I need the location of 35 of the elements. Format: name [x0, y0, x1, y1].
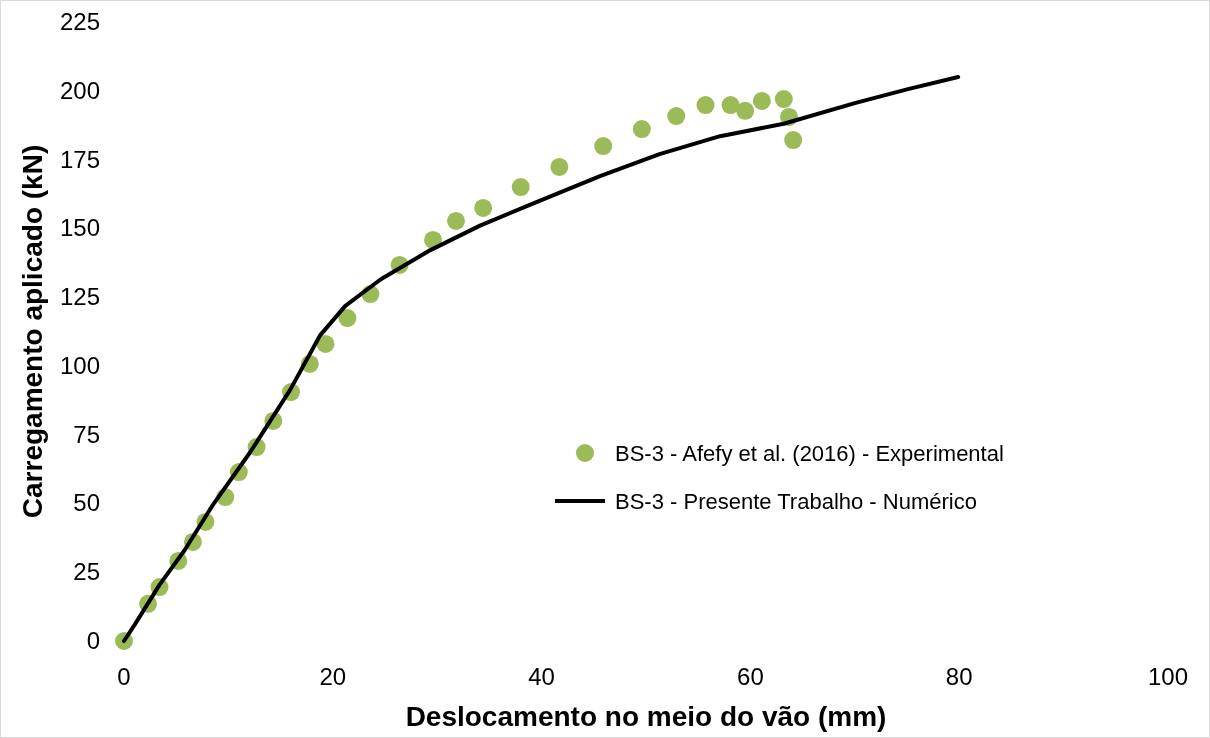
x-tick-label: 20 [319, 663, 347, 690]
point [594, 137, 613, 156]
y-tick-label: 150 [59, 214, 100, 242]
point [784, 131, 803, 150]
point [316, 334, 335, 353]
x-tick-label: 100 [1147, 663, 1189, 690]
y-tick-label: 0 [86, 627, 100, 654]
x-tick-label: 40 [528, 663, 555, 690]
legend-label: BS-3 - Presente Trabalho - Numérico [615, 489, 977, 514]
point [338, 309, 357, 328]
point [474, 198, 493, 217]
point [550, 157, 569, 176]
y-tick-label: 125 [59, 283, 100, 311]
y-axis-title: Carregamento aplicado (kN) [17, 144, 48, 519]
point [774, 90, 793, 109]
point [446, 211, 465, 230]
y-tick-label: 50 [73, 489, 100, 517]
y-tick-label: 25 [73, 558, 100, 586]
y-tick-label: 175 [59, 145, 100, 173]
legend-label: BS-3 - Afefy et al. (2016) - Experimental [615, 441, 1004, 466]
x-tick-label: 80 [945, 663, 973, 690]
x-tick-label: 0 [117, 663, 131, 690]
point [632, 120, 651, 139]
point [667, 107, 686, 126]
x-tick-label: 60 [737, 663, 764, 690]
point [696, 96, 715, 115]
point [511, 178, 530, 197]
point [752, 91, 771, 110]
y-tick-label: 75 [73, 420, 100, 448]
y-tick-label: 225 [59, 8, 100, 35]
x-axis-title: Deslocamento no meio do vão (mm) [405, 701, 887, 732]
point [736, 101, 755, 120]
y-tick-label: 200 [59, 76, 100, 104]
y-tick-label: 100 [59, 351, 100, 379]
point [721, 96, 740, 115]
